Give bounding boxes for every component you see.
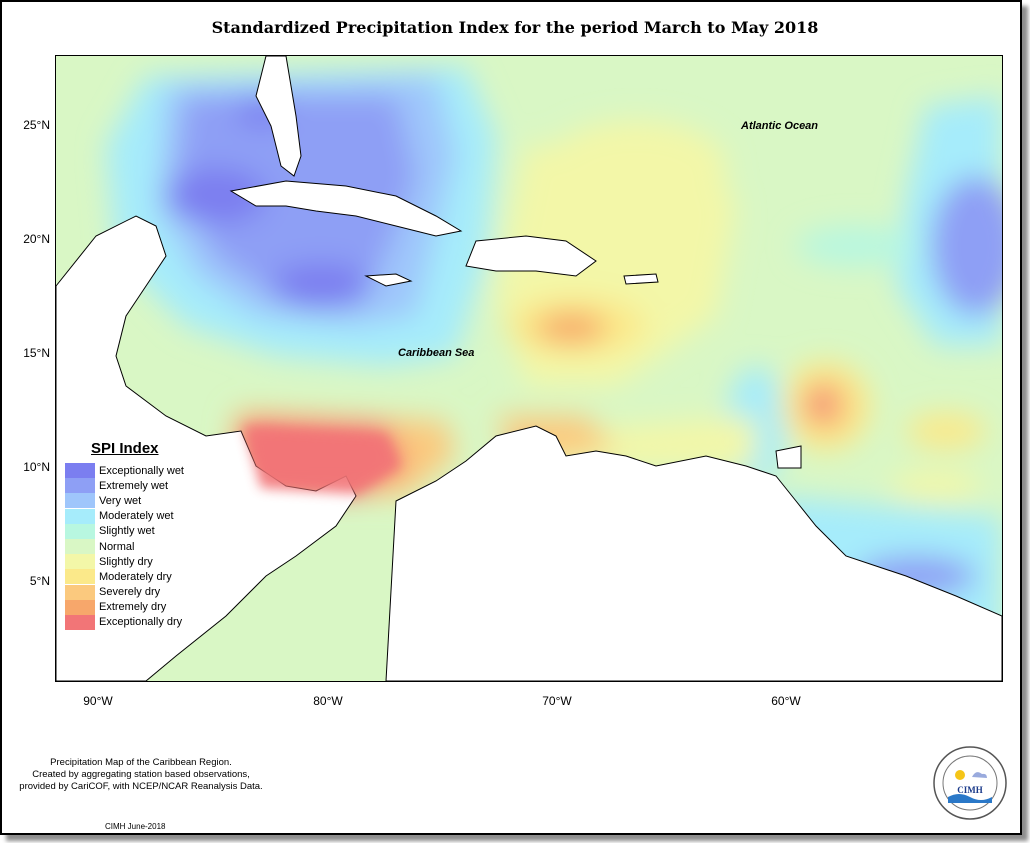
spi-contours — [106, 66, 1002, 681]
legend-label: Moderately wet — [99, 510, 174, 523]
lat-tick-5n: 5°N — [29, 574, 50, 588]
legend-swatch — [65, 463, 95, 479]
legend-title: SPI Index — [91, 440, 159, 457]
legend-swatch — [65, 584, 95, 600]
spi-legend: SPI Index Exceptionally wet Extremely wet… — [65, 440, 184, 630]
legend-swatch — [65, 569, 95, 585]
legend-item: Severely dry — [65, 584, 184, 600]
lon-tick-90w: 90°W — [83, 694, 113, 708]
south-america-land — [385, 425, 1002, 681]
cimh-logo-seal: CIMH — [933, 746, 1007, 820]
legend-items: Exceptionally wet Extremely wet Very wet Mo… — [65, 463, 184, 630]
footnote-line-2: Created by aggregating station based obs… — [32, 769, 250, 780]
jamaica-land — [364, 273, 413, 287]
legend-label: Extremely dry — [99, 601, 167, 614]
legend-item: Slightly dry — [65, 554, 184, 570]
credit-text: CIMH June-2018 — [105, 822, 166, 831]
legend-label: Slightly dry — [99, 555, 153, 568]
footnote-line-3: provided by CariCOF, with NCEP/NCAR Rean… — [19, 781, 263, 792]
legend-label: Extremely wet — [99, 479, 169, 492]
trinidad-land — [775, 445, 802, 469]
page-title: Standardized Precipitation Index for the… — [211, 18, 819, 37]
legend-label: Slightly wet — [99, 525, 155, 538]
lon-tick-60w: 60°W — [771, 694, 801, 708]
legend-item: Slightly wet — [65, 523, 184, 539]
legend-swatch — [65, 614, 95, 630]
legend-swatch — [65, 539, 95, 555]
spi-map: Atlantic Ocean Caribbean Sea — [55, 55, 1003, 682]
legend-label: Moderately dry — [99, 570, 172, 583]
coastal-dry-band — [244, 426, 401, 494]
atlantic-ocean-label: Atlantic Ocean — [741, 120, 819, 132]
florida-land — [255, 56, 302, 177]
legend-label: Exceptionally dry — [99, 616, 183, 629]
legend-item: Extremely dry — [65, 599, 184, 615]
legend-item: Extremely wet — [65, 478, 184, 494]
hispaniola-land — [465, 235, 597, 277]
lat-tick-20n: 20°N — [23, 232, 50, 246]
puerto-rico-land — [623, 273, 659, 285]
legend-item: Moderately wet — [65, 508, 184, 524]
legend-swatch — [65, 599, 95, 615]
legend-label: Exceptionally wet — [99, 464, 184, 477]
legend-item: Normal — [65, 539, 184, 555]
caribbean-sea-label: Caribbean Sea — [398, 347, 475, 359]
lon-tick-70w: 70°W — [542, 694, 572, 708]
footnote-line-1: Precipitation Map of the Caribbean Regio… — [50, 757, 232, 768]
lat-tick-15n: 15°N — [23, 346, 50, 360]
legend-swatch — [65, 493, 95, 509]
logo-text: CIMH — [957, 785, 983, 795]
lat-tick-10n: 10°N — [23, 460, 50, 474]
lat-tick-25n: 25°N — [23, 118, 50, 132]
legend-label: Very wet — [99, 494, 142, 507]
legend-item: Very wet — [65, 493, 184, 509]
legend-item: Exceptionally wet — [65, 463, 184, 479]
lon-tick-80w: 80°W — [313, 694, 343, 708]
map-footnote: Precipitation Map of the Caribbean Regio… — [6, 757, 276, 793]
legend-item: Moderately dry — [65, 569, 184, 585]
legend-swatch — [65, 508, 95, 524]
legend-label: Normal — [99, 540, 135, 553]
map-svg — [56, 56, 1002, 681]
legend-swatch — [65, 523, 95, 539]
legend-label: Severely dry — [99, 586, 161, 599]
legend-item: Exceptionally dry — [65, 614, 184, 630]
landmasses — [56, 56, 1002, 681]
legend-swatch — [65, 554, 95, 570]
cuba-land — [229, 180, 463, 237]
legend-swatch — [65, 478, 95, 494]
